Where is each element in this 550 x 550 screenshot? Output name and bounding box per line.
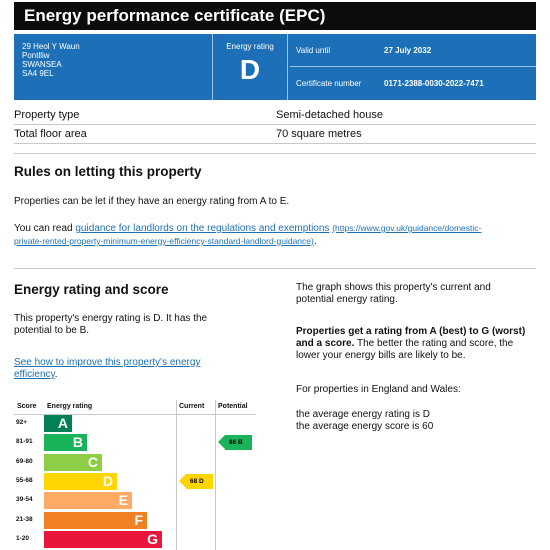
energy-rating-label: Energy rating bbox=[226, 42, 274, 51]
current-rating-arrow-label: 68 D bbox=[186, 473, 213, 489]
graph-explanation-line-2: potential energy rating. bbox=[296, 294, 398, 305]
band-range-d: 55-68 bbox=[16, 476, 33, 484]
property-details: Property type Semi-detached house Total … bbox=[14, 106, 536, 144]
band-bar-f: F bbox=[44, 511, 147, 529]
property-type-label: Property type bbox=[14, 109, 80, 121]
band-bar-c: C bbox=[44, 453, 102, 471]
band-letter-f: F bbox=[134, 511, 143, 528]
address-line-1: 29 Heol Y Waun bbox=[22, 42, 80, 51]
rating-scale-bold-line-1: Properties get a rating from A (best) to… bbox=[296, 326, 526, 337]
band-bar-a: A bbox=[44, 415, 72, 432]
improve-efficiency-link-line-2[interactable]: efficiency bbox=[14, 369, 55, 380]
average-score-line: the average energy score is 60 bbox=[296, 421, 434, 432]
current-rating-arrow: 68 D bbox=[179, 473, 215, 489]
band-range-e: 39-54 bbox=[16, 496, 33, 504]
improve-link-suffix: . bbox=[54, 369, 58, 380]
score-heading: Energy rating and score bbox=[14, 282, 169, 297]
band-letter-a: A bbox=[57, 415, 68, 431]
floor-area-row: Total floor area 70 square metres bbox=[14, 125, 536, 144]
graph-explanation-line-1: The graph shows this property's current … bbox=[296, 282, 491, 293]
rating-scale-bold-line-2: and a score. bbox=[296, 338, 355, 349]
rules-paragraph-2: You can read guidance for landlords on t… bbox=[14, 222, 536, 248]
certificate-number-label: Certificate number bbox=[296, 79, 362, 88]
chart-header-current: Current bbox=[179, 403, 205, 410]
valid-until-value: 27 July 2032 bbox=[384, 46, 432, 55]
address-line-4: SA4 9EL bbox=[22, 69, 54, 78]
potential-rating-arrow-tip bbox=[218, 435, 225, 450]
chart-header-divider bbox=[14, 414, 256, 415]
floor-area-label: Total floor area bbox=[14, 128, 87, 140]
average-ratings: the average energy rating is D the avera… bbox=[296, 409, 433, 433]
rating-scale-rest-line-2: The better the rating and score, the bbox=[354, 338, 514, 349]
rules-paragraph-1: Properties can be let if they have an en… bbox=[14, 196, 290, 207]
property-type-row: Property type Semi-detached house bbox=[14, 106, 536, 125]
rating-scale-explanation: Properties get a rating from A (best) to… bbox=[296, 326, 536, 362]
band-range-f: 21-38 bbox=[16, 515, 33, 523]
energy-rating-box: Energy rating D bbox=[212, 34, 288, 100]
valid-until-label: Valid until bbox=[296, 46, 331, 55]
england-wales-note: For properties in England and Wales: bbox=[296, 384, 461, 395]
band-bar-b: B bbox=[44, 434, 87, 452]
address-line-2: Pontlliw bbox=[22, 51, 50, 60]
band-row-f: 21-38 F bbox=[14, 511, 256, 530]
band-row-g: 1-20 G bbox=[14, 530, 256, 549]
valid-until-row: Valid until 27 July 2032 bbox=[290, 34, 536, 67]
potential-rating-arrow: 86 B bbox=[218, 435, 254, 451]
property-type-value: Semi-detached house bbox=[276, 109, 384, 121]
band-letter-e: E bbox=[118, 492, 128, 509]
property-address: 29 Heol Y Waun Pontlliw SWANSEA SA4 9EL bbox=[22, 42, 80, 78]
band-range-b: 81-91 bbox=[16, 438, 33, 446]
chart-column-divider bbox=[215, 400, 216, 550]
page-title: Energy performance certificate (EPC) bbox=[14, 2, 536, 30]
current-rating-arrow-tip bbox=[179, 473, 186, 488]
band-row-e: 39-54 E bbox=[14, 491, 256, 510]
band-row-c: 69-80 C bbox=[14, 453, 256, 472]
rating-scale-line-3: lower your energy bills are likely to be… bbox=[296, 350, 466, 361]
landlord-guidance-url-1[interactable]: (https://www.gov.uk/guidance/domestic- bbox=[332, 223, 482, 233]
band-letter-b: B bbox=[72, 434, 83, 451]
rules-p2-suffix: . bbox=[313, 236, 317, 247]
score-paragraph-1: This property's energy rating is D. It h… bbox=[14, 313, 207, 337]
band-row-a: 92+ A bbox=[14, 414, 256, 433]
band-row-d: 55-68 D bbox=[14, 472, 256, 491]
band-letter-g: G bbox=[147, 530, 158, 547]
band-letter-d: D bbox=[102, 472, 113, 489]
graph-explanation: The graph shows this property's current … bbox=[296, 282, 536, 306]
address-line-3: SWANSEA bbox=[22, 60, 62, 69]
rules-p2-prefix: You can read bbox=[14, 223, 76, 234]
section-divider bbox=[14, 268, 536, 269]
band-row-b: 81-91 B bbox=[14, 433, 256, 452]
rules-heading: Rules on letting this property bbox=[14, 164, 202, 179]
potential-rating-arrow-label: 86 B bbox=[225, 435, 252, 451]
band-bar-g: G bbox=[44, 530, 162, 548]
chart-column-divider bbox=[176, 400, 177, 550]
improve-efficiency-paragraph: See how to improve this property's energ… bbox=[14, 357, 200, 381]
certificate-number-row: Certificate number 0171-2388-0030-2022-7… bbox=[290, 67, 536, 100]
chart-header-score: Score bbox=[17, 403, 37, 410]
band-letter-c: C bbox=[87, 453, 98, 470]
energy-rating-letter: D bbox=[239, 54, 261, 85]
average-rating-line: the average energy rating is D bbox=[296, 409, 430, 420]
score-p1-line-1: This property's energy rating is D. It h… bbox=[14, 313, 208, 324]
certificate-summary-panel: 29 Heol Y Waun Pontlliw SWANSEA SA4 9EL … bbox=[14, 34, 536, 100]
chart-header-potential: Potential bbox=[218, 403, 248, 410]
band-bar-e: E bbox=[44, 492, 132, 510]
section-divider bbox=[14, 153, 536, 154]
floor-area-value: 70 square metres bbox=[276, 128, 362, 140]
improve-efficiency-link-line-1[interactable]: See how to improve this property's energ… bbox=[14, 357, 201, 368]
chart-header-energy-rating: Energy rating bbox=[47, 403, 93, 410]
landlord-guidance-link[interactable]: guidance for landlords on the regulation… bbox=[75, 223, 330, 234]
band-range-a: 92+ bbox=[16, 419, 28, 426]
landlord-guidance-url-2[interactable]: private-rented-property-minimum-energy-e… bbox=[14, 236, 314, 246]
energy-rating-chart: Score Energy rating Current Potential 92… bbox=[14, 400, 256, 550]
score-p1-line-2: potential to be B. bbox=[14, 325, 90, 336]
band-range-g: 1-20 bbox=[16, 534, 30, 542]
certificate-number-value: 0171-2388-0030-2022-7471 bbox=[384, 79, 484, 88]
band-range-c: 69-80 bbox=[16, 457, 33, 465]
band-bar-d: D bbox=[44, 472, 117, 490]
